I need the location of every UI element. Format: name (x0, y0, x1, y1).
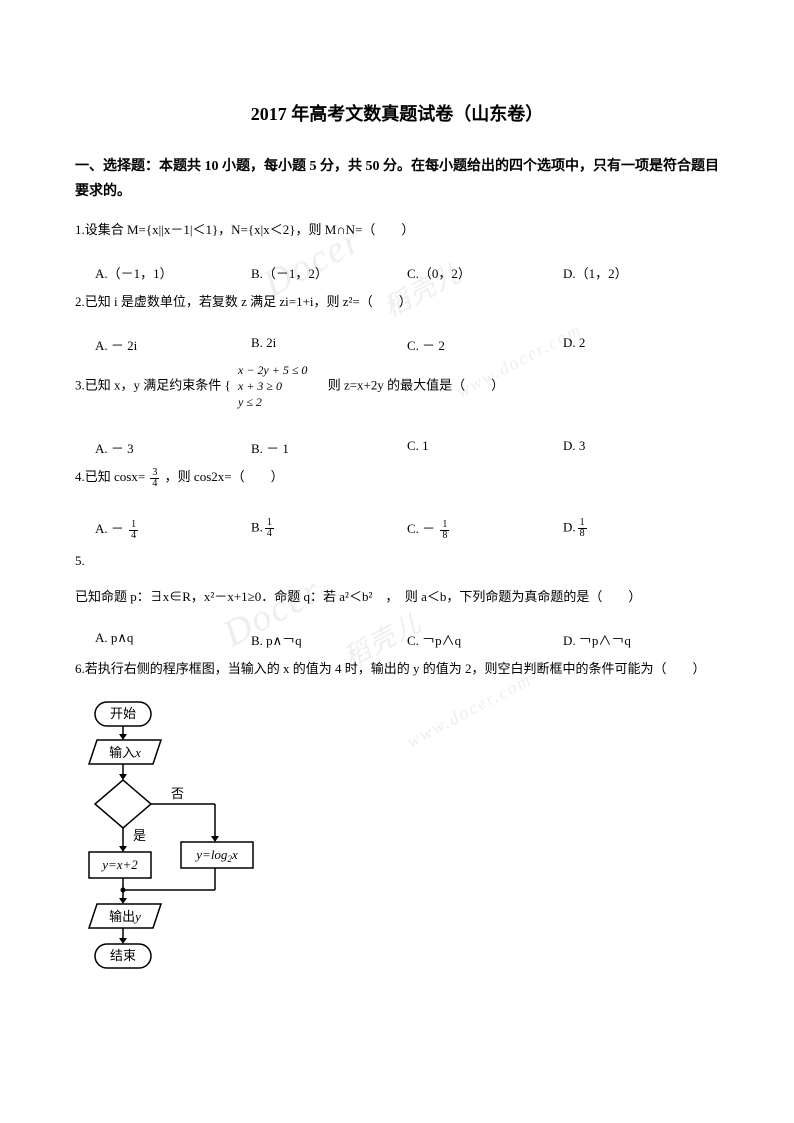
option-b: B. － 1 (251, 438, 407, 457)
svg-text:是: 是 (133, 828, 146, 843)
question-1: 1.设集合 M={x||x－1|＜1}，N={x|x＜2}，则 M∩N=（ ） (75, 218, 719, 243)
option-d: D. ￢p∧￢q (563, 630, 719, 649)
svg-text:输入x: 输入x (109, 745, 141, 760)
option-a: A. － 2i (95, 335, 251, 354)
flowchart-svg: 开始 输入x 否 y=log2x 是 y=x+ (85, 700, 325, 980)
option-d: D. 2 (563, 335, 719, 354)
fraction: 34 (150, 468, 159, 489)
option-a: A. － 3 (95, 438, 251, 457)
question-6: 6.若执行右侧的程序框图，当输入的 x 的值为 4 时，输出的 y 的值为 2，… (75, 657, 719, 682)
constraint-line: y ≤ 2 (238, 394, 307, 410)
section-header: 一、选择题：本题共 10 小题，每小题 5 分，共 50 分。在每小题给出的四个… (75, 154, 719, 204)
option-c: C. ￢p∧q (407, 630, 563, 649)
question-1-options: A.（－1，1） B.（－1，2） C.（0，2） D.（1，2） (95, 263, 719, 282)
flowchart: 开始 输入x 否 y=log2x 是 y=x+ (85, 700, 719, 984)
svg-text:输出y: 输出y (109, 909, 141, 924)
question-2: 2.已知 i 是虚数单位，若复数 z 满足 zi=1+i，则 z²=（ ） (75, 290, 719, 315)
option-c: C. － 2 (407, 335, 563, 354)
option-b: B. p∧￢q (251, 630, 407, 649)
constraint-line: x − 2y + 5 ≤ 0 (238, 362, 307, 378)
q3-prefix: 3.已知 x，y 满足约束条件 { (75, 377, 231, 392)
option-a: A.（－1，1） (95, 263, 251, 282)
svg-text:y=x+2: y=x+2 (100, 857, 138, 872)
question-5: 已知命题 p：∃x∈R，x²－x+1≥0．命题 q：若 a²＜b² ， 则 a＜… (75, 585, 719, 610)
option-d: D.18 (563, 518, 719, 541)
question-2-options: A. － 2i B. 2i C. － 2 D. 2 (95, 335, 719, 354)
option-b: B.14 (251, 518, 407, 541)
option-d: D.（1，2） (563, 263, 719, 282)
q4-prefix: 4.已知 cosx= (75, 469, 148, 484)
svg-text:开始: 开始 (110, 706, 136, 721)
question-5-options: A. p∧q B. p∧￢q C. ￢p∧q D. ￢p∧￢q (95, 630, 719, 649)
svg-text:y=log2x: y=log2x (194, 847, 238, 864)
option-b: B.（－1，2） (251, 263, 407, 282)
option-c: C.（0，2） (407, 263, 563, 282)
option-c: C. 1 (407, 438, 563, 457)
page-title: 2017 年高考文数真题试卷（山东卷） (75, 100, 719, 126)
q4-mid: ，则 cos2x=（ ） (161, 469, 283, 484)
option-d: D. 3 (563, 438, 719, 457)
q3-suffix: 则 z=x+2y 的最大值是（ ） (315, 377, 504, 392)
page-content: 2017 年高考文数真题试卷（山东卷） 一、选择题：本题共 10 小题，每小题 … (75, 100, 719, 984)
question-4: 4.已知 cosx= 34 ，则 cos2x=（ ） (75, 465, 719, 490)
constraint-line: x + 3 ≥ 0 (238, 378, 307, 394)
constraint-brace: x − 2y + 5 ≤ 0 x + 3 ≥ 0 y ≤ 2 (234, 362, 311, 411)
option-c: C. － 18 (407, 518, 563, 541)
question-3-options: A. － 3 B. － 1 C. 1 D. 3 (95, 438, 719, 457)
svg-text:否: 否 (171, 786, 184, 801)
option-a: A. － 14 (95, 518, 251, 541)
option-a: A. p∧q (95, 630, 251, 649)
question-4-options: A. － 14 B.14 C. － 18 D.18 (95, 518, 719, 541)
option-b: B. 2i (251, 335, 407, 354)
question-3: 3.已知 x，y 满足约束条件 { x − 2y + 5 ≤ 0 x + 3 ≥… (75, 362, 719, 411)
question-5-label: 5. (75, 549, 719, 574)
svg-text:结束: 结束 (110, 948, 136, 963)
